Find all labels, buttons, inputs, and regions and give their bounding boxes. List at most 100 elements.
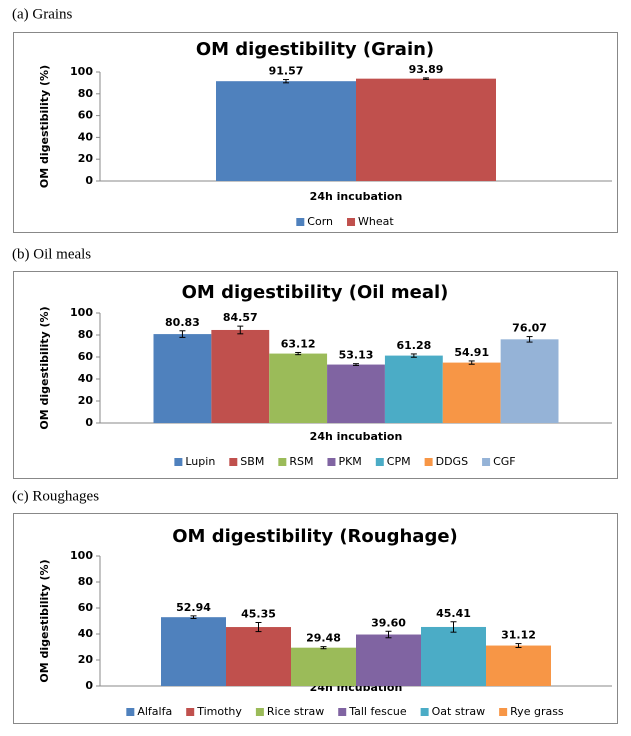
legend-swatch (420, 708, 429, 716)
x-tick-label: 24h incubation (310, 190, 403, 203)
bar (356, 634, 421, 686)
bar (161, 617, 226, 686)
y-tick-label: 20 (78, 152, 94, 165)
chart-frame (13, 513, 618, 724)
bar (153, 334, 212, 423)
y-tick-label: 60 (78, 350, 94, 363)
legend-label: PKM (338, 455, 361, 468)
error-bar (423, 77, 429, 80)
y-axis-label: OM digestibility (%) (38, 306, 51, 429)
bar (226, 627, 291, 686)
y-tick-label: 0 (85, 174, 93, 187)
y-tick-label: 40 (78, 627, 94, 640)
legend-swatch (174, 458, 183, 466)
y-tick-label: 20 (78, 394, 94, 407)
bar (500, 339, 559, 423)
legend-label: RSM (289, 455, 313, 468)
legend-swatch (255, 708, 264, 716)
bar (486, 645, 551, 686)
legend-swatch (424, 458, 433, 466)
y-axis-label: OM digestibility (%) (38, 559, 51, 682)
error-bar (385, 630, 392, 639)
legend-swatch (229, 458, 238, 466)
y-tick-label: 40 (78, 130, 94, 143)
error-bar (179, 330, 186, 338)
legend-label: Rice straw (267, 705, 324, 718)
legend-label: Oat straw (432, 705, 486, 718)
legend-label: Rye grass (510, 705, 564, 718)
y-axis-label: OM digestibility (%) (38, 65, 51, 188)
value-label: 93.89 (409, 63, 444, 76)
y-tick-label: 60 (78, 109, 94, 122)
chart-title: OM digestibility (Roughage) (172, 526, 458, 547)
y-tick-label: 60 (78, 601, 94, 614)
bar (421, 626, 486, 686)
error-bar (255, 621, 262, 633)
bar (327, 364, 385, 423)
value-label: 39.60 (371, 616, 406, 629)
y-tick-label: 20 (78, 653, 94, 666)
legend-swatch (347, 218, 356, 226)
error-bar (295, 351, 302, 356)
error-bar (283, 79, 289, 84)
panel-label: (c) Roughages (12, 488, 99, 504)
legend-label: Timothy (196, 705, 242, 718)
chart-title: OM digestibility (Oil meal) (182, 282, 449, 303)
bar (216, 81, 356, 181)
bar (356, 78, 496, 181)
value-label: 53.13 (339, 349, 374, 362)
error-bar (190, 615, 197, 619)
legend-swatch (375, 458, 384, 466)
legend-label: Lupin (185, 455, 215, 468)
error-bar (353, 363, 359, 366)
bar (211, 329, 270, 423)
legend-label: CPM (387, 455, 411, 468)
legend-label: SBM (240, 455, 264, 468)
bar (384, 355, 443, 423)
panel-label: (b) Oil meals (12, 246, 91, 262)
legend-swatch (296, 218, 305, 226)
value-label: 61.28 (396, 339, 431, 352)
legend-swatch (338, 708, 347, 716)
legend-label: Wheat (358, 215, 394, 228)
legend-label: DDGS (436, 455, 468, 468)
legend-label: Tall fescue (348, 705, 407, 718)
value-label: 29.48 (306, 632, 341, 645)
legend-swatch (186, 708, 195, 716)
value-label: 45.35 (241, 607, 276, 620)
error-bar (515, 643, 522, 648)
error-bar (526, 336, 533, 343)
error-bar (410, 353, 417, 358)
legend-label: Corn (307, 215, 333, 228)
bar (442, 362, 501, 423)
y-tick-label: 80 (78, 328, 94, 341)
value-label: 31.12 (501, 629, 536, 642)
bar (269, 353, 328, 423)
x-tick-label: 24h incubation (310, 430, 403, 443)
legend-swatch (499, 708, 508, 716)
legend-swatch (278, 458, 287, 466)
y-tick-label: 100 (70, 65, 93, 78)
value-label: 52.94 (176, 601, 211, 614)
bar (291, 647, 356, 686)
y-tick-label: 100 (70, 549, 93, 562)
y-tick-label: 80 (78, 575, 94, 588)
value-label: 63.12 (281, 337, 316, 350)
value-label: 45.41 (436, 607, 471, 620)
legend-swatch (126, 708, 135, 716)
legend-swatch (327, 458, 336, 466)
y-tick-label: 0 (85, 679, 93, 692)
error-bar (320, 646, 327, 650)
y-tick-label: 100 (70, 306, 93, 319)
value-label: 76.07 (512, 322, 547, 335)
error-bar (468, 360, 475, 365)
legend-label: CGF (493, 455, 516, 468)
y-tick-label: 0 (85, 416, 93, 429)
error-bar (450, 621, 457, 633)
panel-label: (a) Grains (12, 6, 73, 22)
legend-swatch (482, 458, 491, 466)
error-bar (237, 325, 244, 335)
value-label: 80.83 (165, 316, 200, 329)
value-label: 54.91 (454, 346, 489, 359)
